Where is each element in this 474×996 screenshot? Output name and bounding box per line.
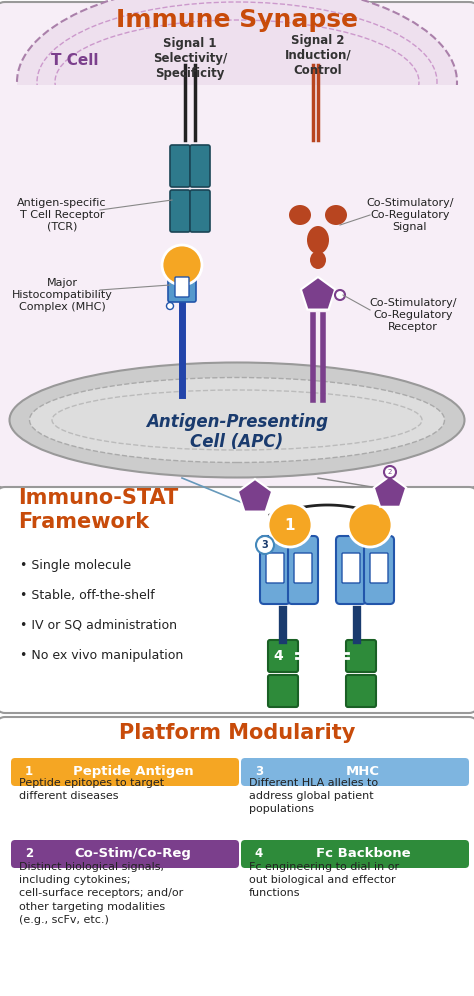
FancyBboxPatch shape: [0, 487, 474, 713]
Text: Fc engineering to dial in or
out biological and effector
functions: Fc engineering to dial in or out biologi…: [249, 862, 399, 898]
Text: 1: 1: [285, 518, 295, 533]
FancyBboxPatch shape: [11, 758, 239, 786]
FancyBboxPatch shape: [288, 536, 318, 604]
Text: MHC: MHC: [346, 765, 380, 778]
Text: Co-Stim/Co-Reg: Co-Stim/Co-Reg: [74, 847, 191, 860]
FancyBboxPatch shape: [190, 190, 210, 232]
Text: Peptide epitopes to target
different diseases: Peptide epitopes to target different dis…: [19, 778, 164, 801]
Ellipse shape: [307, 226, 329, 254]
FancyBboxPatch shape: [241, 840, 469, 868]
FancyBboxPatch shape: [11, 840, 239, 868]
FancyBboxPatch shape: [336, 536, 366, 604]
FancyBboxPatch shape: [0, 2, 474, 488]
FancyBboxPatch shape: [170, 145, 190, 187]
Text: • No ex vivo manipulation: • No ex vivo manipulation: [20, 648, 183, 661]
Circle shape: [256, 536, 274, 554]
FancyBboxPatch shape: [266, 553, 284, 583]
Text: 3: 3: [255, 765, 263, 778]
Text: Different HLA alleles to
address global patient
populations: Different HLA alleles to address global …: [249, 778, 378, 815]
FancyBboxPatch shape: [364, 536, 394, 604]
Text: 1: 1: [25, 765, 33, 778]
FancyBboxPatch shape: [190, 145, 210, 187]
Bar: [5, 85, 469, 185]
Ellipse shape: [310, 251, 326, 269]
Text: Immune Synapse: Immune Synapse: [116, 8, 358, 32]
Text: Immuno-STAT
Framework: Immuno-STAT Framework: [18, 488, 178, 532]
Text: 2: 2: [388, 469, 392, 475]
Text: Antigen-Presenting
Cell (APC): Antigen-Presenting Cell (APC): [146, 412, 328, 451]
Circle shape: [166, 303, 173, 310]
FancyBboxPatch shape: [0, 717, 474, 996]
Text: Antigen-specific
T Cell Receptor
(TCR): Antigen-specific T Cell Receptor (TCR): [17, 198, 107, 232]
FancyBboxPatch shape: [170, 190, 190, 232]
Circle shape: [384, 466, 396, 478]
Text: Distinct biological signals,
including cytokines;
cell-surface receptors; and/or: Distinct biological signals, including c…: [19, 862, 183, 925]
FancyBboxPatch shape: [370, 553, 388, 583]
Text: Major
Histocompatibility
Complex (MHC): Major Histocompatibility Complex (MHC): [11, 279, 112, 312]
FancyBboxPatch shape: [342, 553, 360, 583]
Text: 4: 4: [255, 847, 263, 860]
FancyBboxPatch shape: [268, 640, 298, 672]
Ellipse shape: [29, 377, 445, 462]
Ellipse shape: [17, 0, 457, 182]
FancyBboxPatch shape: [294, 553, 312, 583]
Text: • Stable, off-the-shelf: • Stable, off-the-shelf: [20, 589, 155, 602]
Circle shape: [335, 290, 345, 300]
Text: • Single molecule: • Single molecule: [20, 559, 131, 572]
Text: Fc Backbone: Fc Backbone: [316, 847, 410, 860]
Text: 2: 2: [25, 847, 33, 860]
Text: 3: 3: [262, 540, 268, 550]
FancyBboxPatch shape: [168, 273, 196, 302]
FancyBboxPatch shape: [346, 675, 376, 707]
Text: T Cell: T Cell: [51, 53, 99, 68]
Text: Co-Stimulatory/
Co-Regulatory
Signal: Co-Stimulatory/ Co-Regulatory Signal: [366, 198, 454, 232]
Ellipse shape: [325, 205, 347, 225]
FancyBboxPatch shape: [175, 277, 189, 297]
Ellipse shape: [9, 363, 465, 477]
Text: • IV or SQ administration: • IV or SQ administration: [20, 619, 177, 631]
Text: Platform Modularity: Platform Modularity: [119, 723, 355, 743]
FancyBboxPatch shape: [268, 675, 298, 707]
Text: Signal 1
Selectivity/
Specificity: Signal 1 Selectivity/ Specificity: [153, 37, 227, 80]
FancyBboxPatch shape: [260, 536, 290, 604]
Polygon shape: [374, 476, 406, 507]
Text: Co-Stimulatory/
Co-Regulatory
Receptor: Co-Stimulatory/ Co-Regulatory Receptor: [369, 299, 457, 332]
Polygon shape: [301, 277, 335, 310]
FancyBboxPatch shape: [241, 758, 469, 786]
Polygon shape: [238, 479, 272, 512]
Circle shape: [268, 503, 312, 547]
Ellipse shape: [289, 205, 311, 225]
Circle shape: [348, 503, 392, 547]
Circle shape: [162, 245, 202, 285]
Text: Signal 2
Induction/
Control: Signal 2 Induction/ Control: [285, 34, 351, 77]
Text: 4: 4: [273, 649, 283, 663]
FancyBboxPatch shape: [346, 640, 376, 672]
Text: Peptide Antigen: Peptide Antigen: [73, 765, 193, 778]
